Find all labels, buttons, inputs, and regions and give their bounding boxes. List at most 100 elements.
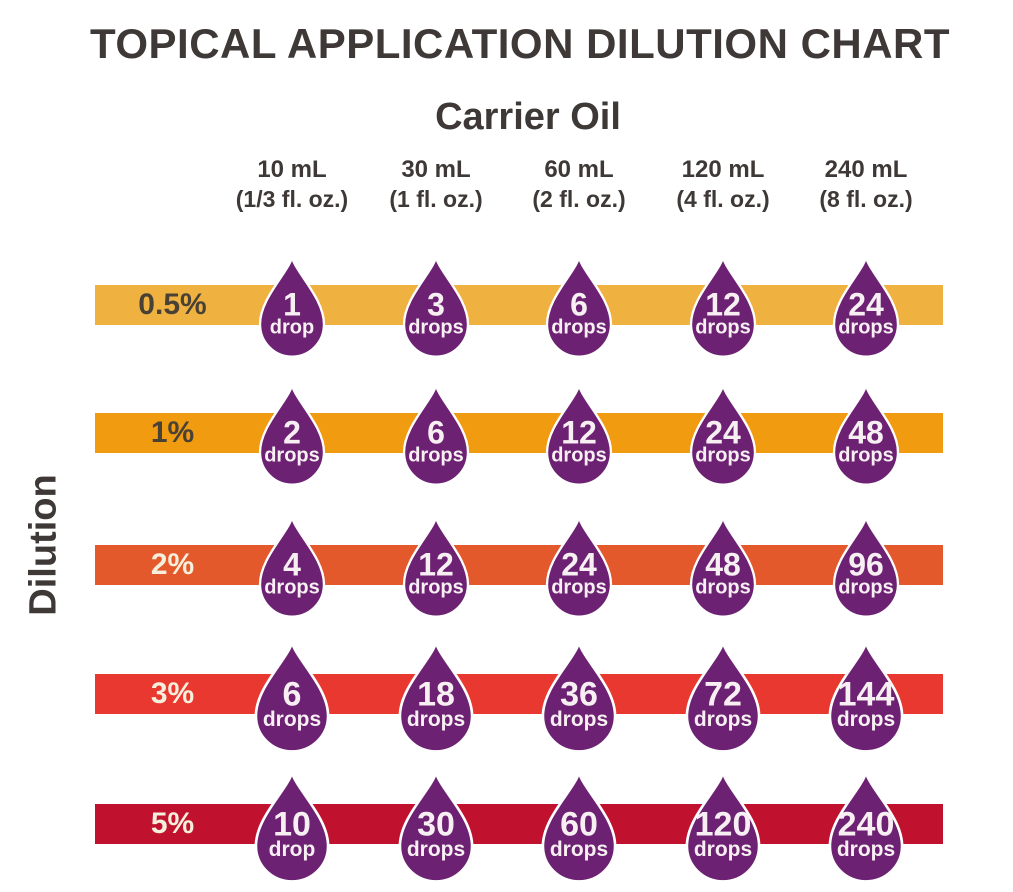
drop-cell: 96 drops xyxy=(827,513,905,619)
droplet-icon xyxy=(685,767,761,883)
drop-count: 3 xyxy=(427,286,445,323)
column-volume-floz: (2 fl. oz.) xyxy=(532,186,626,212)
drop-cell: 144 drops xyxy=(822,637,910,754)
drop-count: 10 xyxy=(273,805,311,844)
drop-count: 24 xyxy=(705,414,741,451)
drop-cell: 1 drop xyxy=(253,253,331,359)
drop-unit: drops xyxy=(836,707,896,731)
column-header-30ml: 30 mL (1 fl. oz.) xyxy=(346,155,526,214)
drop-cell: 12 drops xyxy=(540,381,618,487)
drop-unit: drops xyxy=(838,576,894,599)
drop-unit: drops xyxy=(693,707,753,731)
drop-unit: drops xyxy=(549,707,609,731)
droplet-icon xyxy=(541,767,617,883)
drop-cell: 120 drops xyxy=(679,767,767,884)
droplet-icon xyxy=(258,513,326,618)
droplet-icon xyxy=(258,253,326,358)
droplet-icon xyxy=(541,637,617,753)
column-volume-floz: (8 fl. oz.) xyxy=(819,186,913,212)
droplet-icon xyxy=(685,637,761,753)
drop-count: 36 xyxy=(560,675,598,714)
drop-count: 72 xyxy=(704,675,742,714)
drop-unit: drops xyxy=(838,444,894,467)
droplet-icon xyxy=(254,767,330,883)
droplet-icon xyxy=(832,381,900,486)
drop-cell: 60 drops xyxy=(535,767,623,884)
dilution-label: 3% xyxy=(150,677,195,710)
drop-unit: drops xyxy=(264,444,320,467)
drop-count: 48 xyxy=(705,546,741,583)
drop-count: 120 xyxy=(694,805,752,844)
drop-cell: 48 drops xyxy=(827,381,905,487)
drop-unit: drops xyxy=(551,576,607,599)
column-header-120ml: 120 mL (4 fl. oz.) xyxy=(633,155,813,214)
dilution-label: 1% xyxy=(150,416,195,449)
drop-cell: 12 drops xyxy=(684,253,762,359)
drop-cell: 72 drops xyxy=(679,637,767,754)
column-volume-ml: 30 mL xyxy=(401,156,471,183)
column-volume-ml: 240 mL xyxy=(824,156,908,183)
drop-count: 1 xyxy=(283,286,301,323)
drop-cell: 6 drops xyxy=(540,253,618,359)
droplet-icon xyxy=(402,381,470,486)
row-band xyxy=(95,413,943,453)
drop-count: 24 xyxy=(848,286,884,323)
drop-count: 6 xyxy=(427,414,445,451)
dilution-label: 2% xyxy=(150,548,195,581)
drop-cell: 10 drop xyxy=(248,767,336,884)
drop-unit: drops xyxy=(262,707,322,731)
drop-count: 6 xyxy=(570,286,588,323)
drop-unit: drops xyxy=(695,576,751,599)
drop-count: 6 xyxy=(282,675,302,714)
drop-count: 144 xyxy=(837,675,895,714)
column-header-10ml: 10 mL (1/3 fl. oz.) xyxy=(202,155,382,214)
page-title: TOPICAL APPLICATION DILUTION CHART xyxy=(89,20,951,67)
drop-unit: drop xyxy=(268,837,316,861)
drop-cell: 36 drops xyxy=(535,637,623,754)
drop-count: 30 xyxy=(417,805,455,844)
droplet-icon xyxy=(254,637,330,753)
drop-count: 12 xyxy=(561,414,597,451)
carrier-oil-axis-title: Carrier Oil xyxy=(435,96,621,138)
droplet-icon xyxy=(545,253,613,358)
drop-cell: 12 drops xyxy=(397,513,475,619)
drop-unit: drops xyxy=(408,316,464,339)
row-band xyxy=(95,804,943,844)
drop-cell: 240 drops xyxy=(822,767,910,884)
drop-cell: 24 drops xyxy=(540,513,618,619)
drop-cell: 48 drops xyxy=(684,513,762,619)
drop-unit: drops xyxy=(695,316,751,339)
droplet-icon xyxy=(398,767,474,883)
drop-unit: drops xyxy=(549,837,609,861)
drop-cell: 4 drops xyxy=(253,513,331,619)
droplet-icon xyxy=(545,513,613,618)
column-volume-ml: 10 mL xyxy=(257,156,327,183)
drop-unit: drops xyxy=(693,837,753,861)
column-header-60ml: 60 mL (2 fl. oz.) xyxy=(489,155,669,214)
column-volume-ml: 120 mL xyxy=(681,156,765,183)
droplet-icon xyxy=(258,381,326,486)
drop-count: 96 xyxy=(848,546,884,583)
droplet-icon xyxy=(689,253,757,358)
drop-unit: drops xyxy=(838,316,894,339)
column-volume-ml: 60 mL xyxy=(544,156,614,183)
drop-unit: drops xyxy=(408,444,464,467)
dilution-label: 0.5% xyxy=(138,288,207,321)
drop-cell: 2 drops xyxy=(253,381,331,487)
drop-unit: drops xyxy=(264,576,320,599)
droplet-icon xyxy=(832,513,900,618)
drop-cell: 6 drops xyxy=(248,637,336,754)
drop-count: 12 xyxy=(705,286,741,323)
row-band xyxy=(95,285,943,325)
drop-count: 4 xyxy=(283,546,301,583)
drop-cell: 3 drops xyxy=(397,253,475,359)
droplet-icon xyxy=(689,513,757,618)
droplet-icon xyxy=(398,637,474,753)
drop-count: 48 xyxy=(848,414,884,451)
droplet-icon xyxy=(689,381,757,486)
drop-cell: 18 drops xyxy=(392,637,480,754)
row-band xyxy=(95,545,943,585)
